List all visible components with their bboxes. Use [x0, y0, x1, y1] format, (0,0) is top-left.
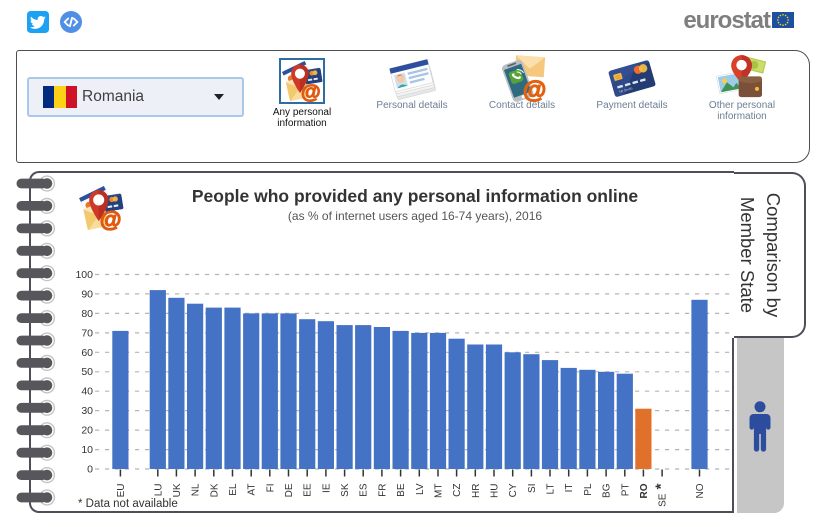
svg-text:10: 10: [81, 444, 93, 456]
svg-text:HU: HU: [490, 484, 501, 498]
svg-text:DE: DE: [284, 483, 295, 497]
svg-text:RO: RO: [639, 483, 650, 498]
svg-text:UK: UK: [172, 483, 183, 497]
svg-text:NL: NL: [191, 483, 202, 496]
svg-text:MT: MT: [434, 484, 445, 498]
svg-text:LV: LV: [415, 483, 426, 495]
svg-text:30: 30: [81, 405, 93, 417]
svg-text:IT: IT: [564, 484, 575, 493]
svg-text:PL: PL: [583, 483, 594, 496]
svg-text:ES: ES: [359, 483, 370, 497]
svg-text:EL: EL: [228, 483, 239, 496]
svg-text:BE: BE: [396, 483, 407, 497]
svg-text:80: 80: [81, 308, 93, 320]
svg-text:@: @: [523, 77, 547, 103]
svg-text:CZ: CZ: [452, 484, 463, 497]
svg-text:100: 100: [75, 269, 93, 281]
svg-text:AT: AT: [247, 484, 258, 496]
svg-text:SK: SK: [340, 483, 351, 497]
svg-text:@: @: [301, 82, 321, 103]
svg-text:SE *: SE *: [653, 483, 670, 507]
svg-text:HR: HR: [471, 484, 482, 498]
svg-text:FR: FR: [377, 484, 388, 497]
svg-text:BG: BG: [602, 483, 613, 498]
svg-text:60: 60: [81, 347, 93, 359]
svg-text:CY: CY: [508, 483, 519, 497]
svg-text:LU: LU: [153, 484, 164, 497]
svg-text:40: 40: [81, 386, 93, 398]
svg-text:SI: SI: [527, 484, 538, 493]
svg-text:Mr Smith: Mr Smith: [619, 86, 633, 94]
svg-text:IE: IE: [321, 483, 332, 493]
svg-text:EE: EE: [303, 483, 314, 497]
svg-text:EU: EU: [116, 484, 127, 498]
svg-text:FI: FI: [265, 484, 276, 493]
svg-text:20: 20: [81, 425, 93, 437]
svg-text:DK: DK: [209, 483, 220, 497]
svg-text:NO: NO: [695, 483, 706, 498]
svg-text:50: 50: [81, 366, 93, 378]
svg-text:PT: PT: [620, 484, 631, 497]
svg-text:@: @: [100, 207, 122, 232]
svg-text:70: 70: [81, 327, 93, 339]
svg-text:LT: LT: [546, 484, 557, 495]
svg-text:0: 0: [87, 464, 93, 476]
svg-text:90: 90: [81, 288, 93, 300]
